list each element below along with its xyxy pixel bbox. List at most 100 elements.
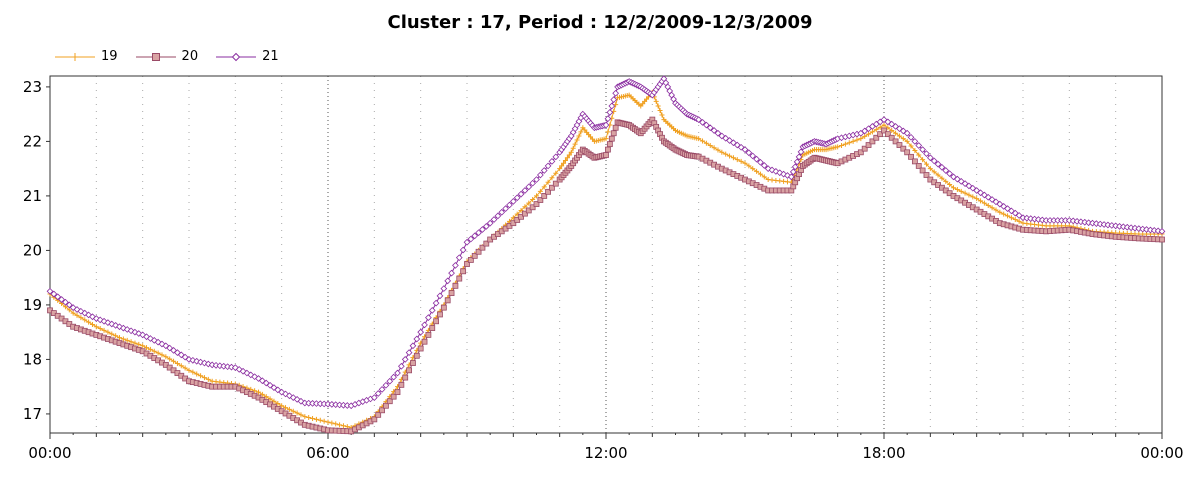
data-point-19 <box>877 124 883 130</box>
data-point-19 <box>105 329 111 335</box>
data-point-19 <box>151 348 157 354</box>
data-point-20 <box>923 172 930 178</box>
data-point-20 <box>375 411 382 418</box>
data-point-19 <box>570 145 576 151</box>
data-point-19 <box>252 388 258 394</box>
data-point-19 <box>163 354 169 360</box>
data-point-21 <box>965 182 973 190</box>
data-point-21 <box>517 190 525 198</box>
data-point-21 <box>162 342 170 350</box>
data-point-21 <box>899 127 907 135</box>
data-point-19 <box>659 112 665 118</box>
y-tick-label: 21 <box>23 187 42 205</box>
data-point-21 <box>896 125 903 133</box>
data-point-19 <box>259 391 265 397</box>
data-point-21 <box>1147 226 1154 234</box>
data-point-21 <box>749 152 757 160</box>
data-point-20 <box>444 297 451 304</box>
y-tick-label: 23 <box>23 78 42 96</box>
data-point-20 <box>452 282 459 289</box>
data-point-20 <box>510 220 517 227</box>
data-point-21 <box>1120 223 1127 231</box>
data-point-21 <box>1035 216 1042 223</box>
data-point-20 <box>514 217 521 223</box>
data-point-19 <box>132 340 138 346</box>
data-point-21 <box>475 229 482 237</box>
data-point-20 <box>537 197 544 203</box>
data-point-21 <box>378 386 386 393</box>
data-point-19 <box>186 367 192 373</box>
legend-item-21: 21 <box>216 49 279 64</box>
data-point-21 <box>930 157 938 165</box>
data-point-21 <box>1065 217 1073 224</box>
data-point-19 <box>310 415 316 421</box>
data-point-21 <box>1131 224 1139 232</box>
data-point-19 <box>86 319 92 325</box>
y-tick-label: 18 <box>23 350 42 368</box>
legend-label-21: 21 <box>262 49 279 64</box>
data-point-20 <box>479 244 486 251</box>
data-point-19 <box>574 137 580 143</box>
data-point-19 <box>954 187 960 193</box>
data-point-21 <box>726 137 733 144</box>
data-point-21 <box>1073 217 1081 225</box>
data-point-21 <box>741 146 749 153</box>
data-point-21 <box>984 193 992 201</box>
data-point-19 <box>578 129 584 135</box>
data-point-21 <box>776 169 784 177</box>
data-point-21 <box>490 216 498 223</box>
data-point-21 <box>104 319 112 326</box>
legend-item-20: 20 <box>135 49 198 64</box>
data-point-21 <box>942 167 950 174</box>
data-point-20 <box>460 268 467 275</box>
data-point-21 <box>228 363 235 371</box>
data-point-20 <box>467 257 474 263</box>
data-point-19 <box>572 141 578 147</box>
legend: 19 20 21 <box>55 49 279 64</box>
data-point-19 <box>564 155 570 161</box>
y-tick-label: 17 <box>23 405 42 423</box>
data-point-21 <box>919 146 926 153</box>
data-point-19 <box>182 365 188 371</box>
data-point-19 <box>541 184 547 190</box>
data-point-21 <box>386 377 394 385</box>
data-point-20 <box>892 138 899 145</box>
data-point-21 <box>612 89 620 97</box>
data-point-19 <box>518 207 524 213</box>
data-point-19 <box>742 160 748 166</box>
data-point-20 <box>429 325 436 331</box>
data-point-21 <box>201 359 208 367</box>
data-point-21 <box>1023 214 1031 222</box>
data-point-21 <box>502 205 509 212</box>
data-point-21 <box>548 158 556 165</box>
data-point-20 <box>410 360 416 366</box>
data-point-21 <box>1158 227 1166 235</box>
data-point-21 <box>50 290 58 298</box>
data-point-19 <box>931 169 937 175</box>
data-point-19 <box>1016 218 1022 224</box>
data-point-21 <box>1135 225 1143 232</box>
data-point-21 <box>969 184 977 192</box>
data-point-21 <box>220 362 228 370</box>
data-point-21 <box>85 311 92 319</box>
data-point-21 <box>529 179 537 187</box>
data-point-21 <box>791 163 799 171</box>
data-point-21 <box>602 121 610 129</box>
data-point-19 <box>337 422 343 428</box>
data-point-19 <box>958 188 964 194</box>
data-point-19 <box>981 200 987 206</box>
data-point-20 <box>475 248 482 255</box>
data-point-21 <box>506 201 513 209</box>
data-point-19 <box>858 136 864 142</box>
data-point-21 <box>923 150 930 158</box>
data-point-21 <box>1004 205 1011 212</box>
data-point-19 <box>275 400 281 406</box>
data-point-19 <box>302 414 308 420</box>
data-point-21 <box>521 187 529 194</box>
data-point-19 <box>703 140 709 146</box>
data-point-19 <box>881 122 887 128</box>
data-point-20 <box>402 374 409 381</box>
data-point-21 <box>459 246 467 254</box>
data-point-20 <box>610 130 617 137</box>
data-point-21 <box>278 388 286 396</box>
